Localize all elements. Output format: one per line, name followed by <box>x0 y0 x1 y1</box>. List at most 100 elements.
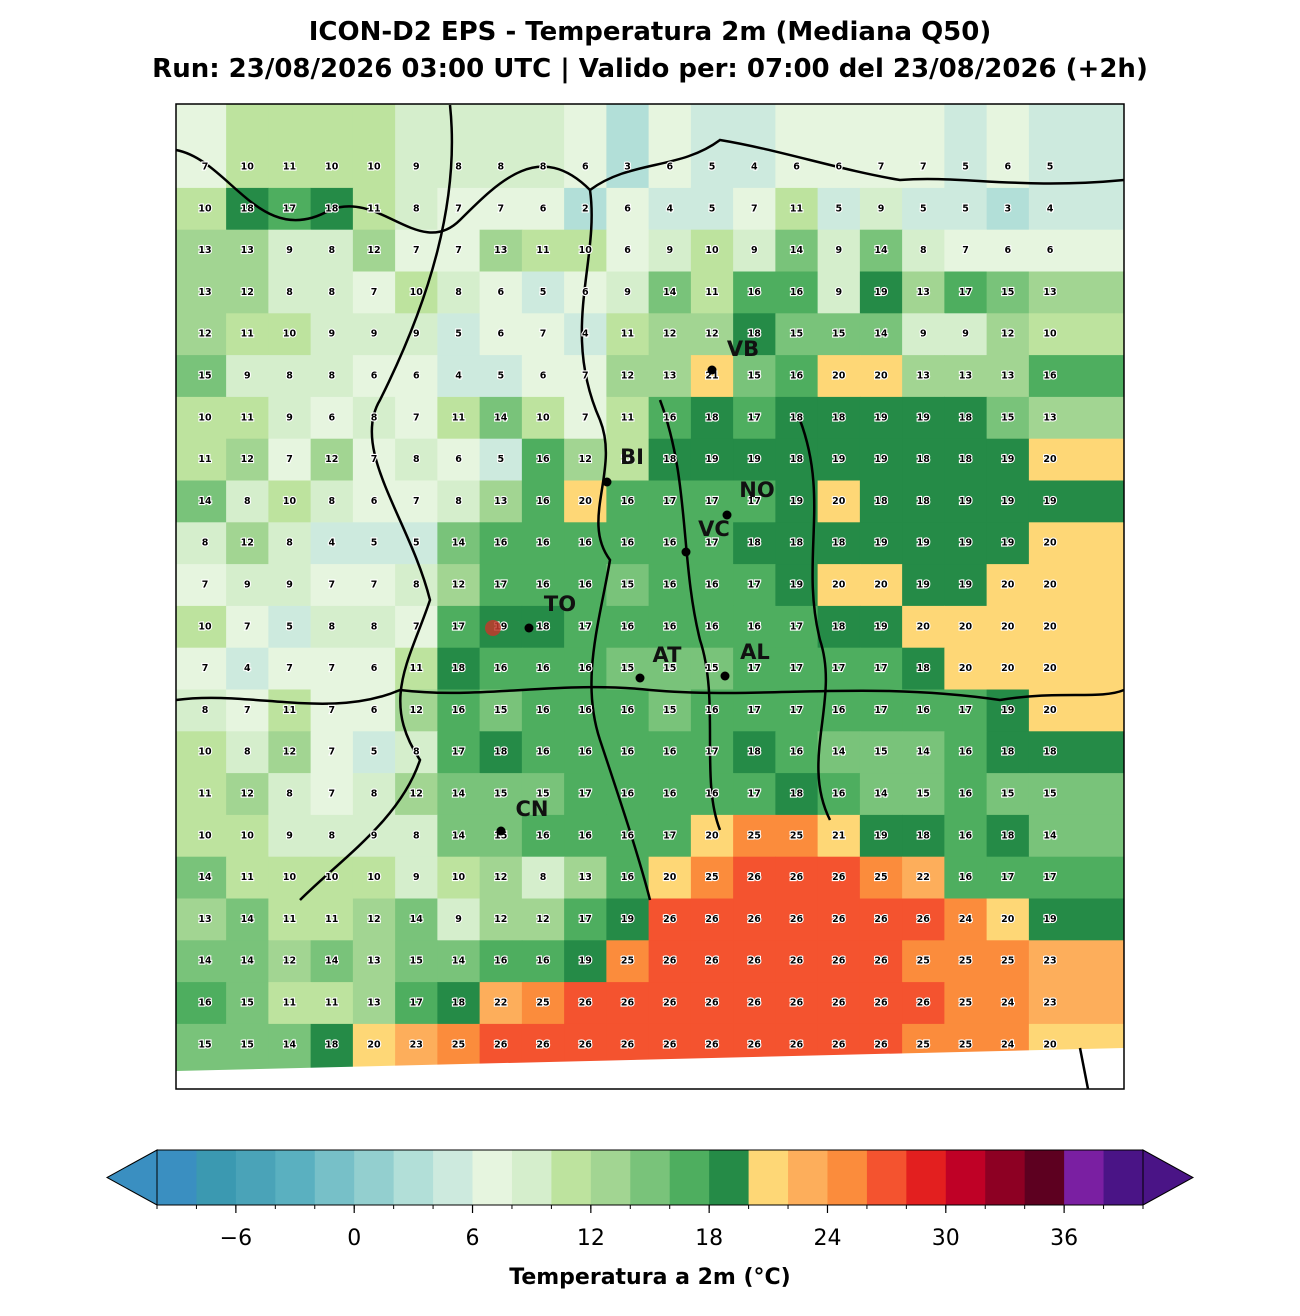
cell <box>902 313 945 356</box>
cell <box>268 438 312 481</box>
cell <box>775 271 819 314</box>
cell <box>521 229 565 272</box>
cell <box>986 564 1030 607</box>
cell <box>226 647 269 690</box>
cell <box>437 313 481 356</box>
value-label: 25 <box>621 956 634 967</box>
cell <box>775 982 819 1025</box>
value-label: 10 <box>536 412 550 423</box>
cell <box>859 313 903 356</box>
cell <box>564 564 607 607</box>
cell <box>479 564 523 607</box>
cell <box>817 856 861 899</box>
map-frame <box>175 103 1125 1090</box>
value-label: 11 <box>621 412 634 423</box>
cell <box>352 480 396 523</box>
cell <box>690 229 734 272</box>
value-label: 16 <box>705 621 719 632</box>
cell <box>733 689 776 732</box>
cell <box>521 480 565 523</box>
value-label: 15 <box>748 371 761 382</box>
value-label: 26 <box>874 1039 888 1050</box>
value-label: 5 <box>371 747 378 758</box>
value-label: 9 <box>286 830 293 841</box>
cell <box>944 313 988 356</box>
cell <box>395 898 438 941</box>
value-label: 16 <box>536 454 550 465</box>
value-label: 16 <box>536 956 550 967</box>
colorbar-bin <box>985 1150 1026 1205</box>
cell <box>648 856 692 899</box>
colorbar-bin <box>275 1150 316 1205</box>
cell <box>986 731 1030 774</box>
cell <box>521 396 565 440</box>
value-label: 16 <box>621 621 635 632</box>
value-label: 7 <box>244 621 251 632</box>
value-label: 7 <box>328 789 335 800</box>
value-label: 6 <box>1004 245 1011 256</box>
cell <box>479 814 523 858</box>
cell <box>310 605 354 649</box>
value-label: 7 <box>455 245 462 256</box>
city-dot <box>496 826 506 836</box>
value-label: 12 <box>705 329 718 340</box>
colorbar: −6 0 6 12 18 24 30 36 <box>105 1149 1195 1251</box>
value-label: 26 <box>874 998 888 1009</box>
cell <box>521 438 565 481</box>
cell <box>479 898 523 941</box>
cell <box>176 271 227 314</box>
cell <box>176 940 227 983</box>
cell <box>437 104 481 189</box>
value-label: 26 <box>832 1039 846 1050</box>
value-label: 15 <box>621 663 634 674</box>
cell <box>310 396 354 440</box>
cell <box>606 898 650 941</box>
cell <box>226 982 269 1025</box>
cell <box>775 355 819 398</box>
cell <box>902 940 945 983</box>
cell <box>176 982 227 1025</box>
cell <box>902 480 945 523</box>
cell <box>902 814 945 858</box>
value-label: 5 <box>709 203 716 214</box>
cell <box>1028 104 1125 189</box>
value-label: 9 <box>878 203 885 214</box>
value-label: 9 <box>835 245 842 256</box>
cell <box>564 940 607 983</box>
cell <box>817 229 861 272</box>
cell <box>902 605 945 649</box>
cell <box>606 187 650 231</box>
value-label: 13 <box>917 371 930 382</box>
cell <box>859 814 903 858</box>
value-label: 13 <box>241 245 254 256</box>
value-label: 16 <box>494 663 508 674</box>
value-label: 18 <box>748 747 762 758</box>
cell <box>395 396 438 440</box>
value-label: 17 <box>748 789 761 800</box>
cell <box>176 229 227 272</box>
cell <box>479 982 523 1025</box>
cell <box>352 773 396 816</box>
value-label: 18 <box>241 203 255 214</box>
value-label: 26 <box>705 914 719 925</box>
value-label: 26 <box>705 956 719 967</box>
value-label: 19 <box>1001 705 1014 716</box>
cell <box>226 605 269 649</box>
colorbar-bin <box>235 1150 276 1205</box>
cell <box>1028 355 1125 398</box>
cell <box>395 438 438 481</box>
city-dot <box>681 547 691 557</box>
colorbar-bin <box>866 1150 907 1205</box>
cell <box>690 564 734 607</box>
value-label: 6 <box>624 203 631 214</box>
value-label: 6 <box>666 162 673 173</box>
cell <box>564 689 607 732</box>
cell <box>521 355 565 398</box>
cell <box>775 605 819 649</box>
cell <box>1028 480 1125 523</box>
value-label: 19 <box>874 621 887 632</box>
value-label: 13 <box>494 496 507 507</box>
cell <box>944 982 988 1025</box>
value-label: 22 <box>494 998 507 1009</box>
value-label: 15 <box>241 1039 254 1050</box>
